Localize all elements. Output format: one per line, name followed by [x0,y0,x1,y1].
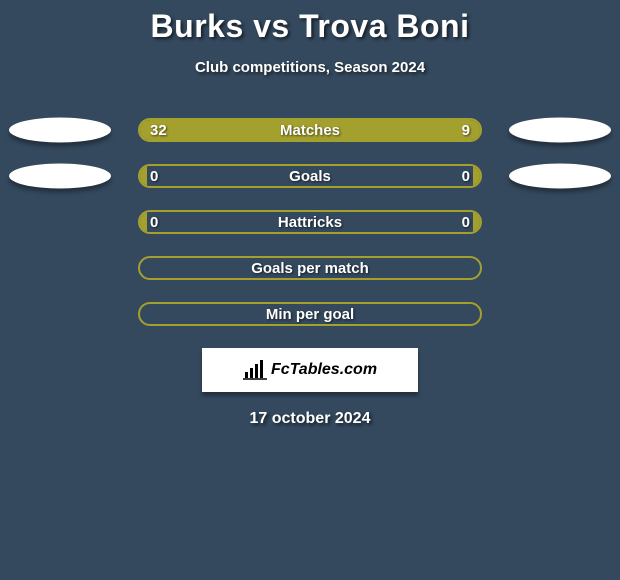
stat-rows-container: 329Matches00Goals00HattricksGoals per ma… [0,118,620,326]
stat-value-right: 0 [462,212,470,232]
stat-value-right: 0 [462,166,470,186]
date-label: 17 october 2024 [0,410,620,428]
stat-bar-fill-left [140,212,147,232]
stat-label: Min per goal [140,304,480,324]
player-bubble-right [509,164,611,189]
stat-bar-fill-right [395,120,480,140]
stat-row: Min per goal [0,302,620,326]
stat-bar-fill-left [140,166,147,186]
chart-icon [243,360,267,380]
page-subtitle: Club competitions, Season 2024 [0,59,620,76]
source-logo-text: FcTables.com [271,361,377,379]
stat-bar-fill-left [140,120,395,140]
stat-bar-fill-right [473,212,480,232]
source-logo: FcTables.com [202,348,418,392]
stat-row: 0 0Hattricks [0,210,620,234]
stat-label: Goals [140,166,480,186]
stat-bar: 0 0Hattricks [138,210,482,234]
stat-bar-fill-right [473,166,480,186]
player-bubble-left [9,164,111,189]
stat-bar: Goals per match [138,256,482,280]
player-bubble-left [9,118,111,143]
stat-bar: Min per goal [138,302,482,326]
stat-label: Goals per match [140,258,480,278]
stat-row: 329Matches [0,118,620,142]
player-bubble-right [509,118,611,143]
stat-label: Hattricks [140,212,480,232]
stat-bar: 0 0Goals [138,164,482,188]
stat-value-left: 0 [150,166,158,186]
stat-row: 0 0Goals [0,164,620,188]
stat-bar: 329Matches [138,118,482,142]
comparison-infographic: Burks vs Trova Boni Club competitions, S… [0,0,620,428]
page-title: Burks vs Trova Boni [0,8,620,45]
stat-value-left: 0 [150,212,158,232]
stat-row: Goals per match [0,256,620,280]
